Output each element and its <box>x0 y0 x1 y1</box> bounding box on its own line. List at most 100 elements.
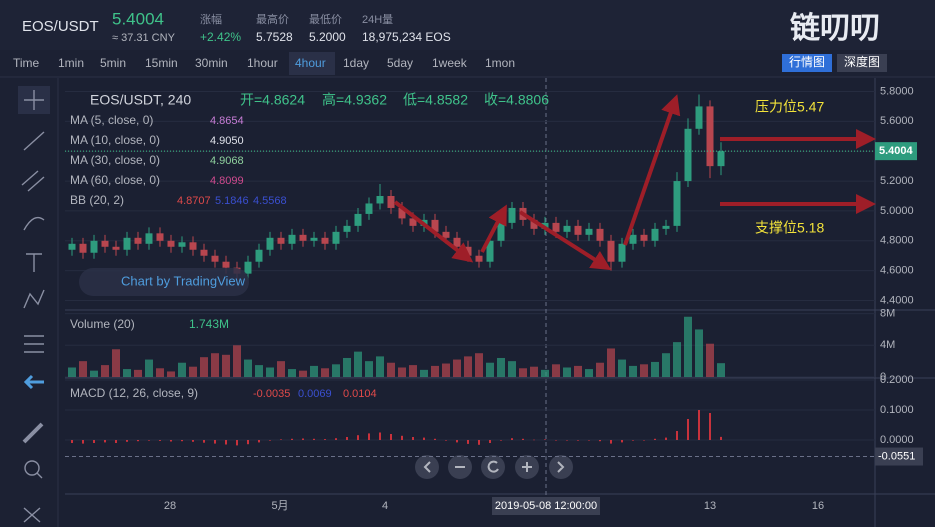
ruler-tool[interactable] <box>22 422 44 444</box>
view-button[interactable] <box>837 54 887 72</box>
y-tick-label: 5.0000 <box>880 205 914 217</box>
macd-bar <box>709 413 711 440</box>
cny: ≈ 37.31 CNY <box>112 32 176 44</box>
candle-body <box>123 237 131 250</box>
macd-bar <box>159 440 161 441</box>
macd-bar <box>676 431 678 440</box>
interval[interactable]: 30min <box>195 56 228 70</box>
reset[interactable] <box>481 455 505 479</box>
indicator-value: 5.1846 <box>215 195 249 207</box>
macd-bar <box>401 435 403 440</box>
macd-bar <box>280 439 282 440</box>
scroll-right[interactable] <box>549 455 573 479</box>
candle-body <box>101 240 109 247</box>
interval[interactable]: 5day <box>387 56 413 70</box>
interval[interactable]: 5min <box>100 56 126 70</box>
macd-bar <box>258 440 260 443</box>
macd-bar <box>71 440 73 443</box>
volume-bar <box>431 365 439 377</box>
candle-body <box>717 151 725 167</box>
candle-body <box>354 213 362 226</box>
macd-bar <box>522 438 524 440</box>
volume-bar <box>200 357 208 377</box>
change: +2.42% <box>200 30 241 44</box>
volume-bar <box>90 370 98 377</box>
volume-bar <box>222 354 230 377</box>
volume-bar <box>156 368 164 377</box>
scroll-left[interactable] <box>415 455 439 479</box>
macd-bar <box>126 440 128 442</box>
volume-bar <box>684 316 692 377</box>
volume-bar <box>530 366 538 377</box>
x-tick-label: 28 <box>164 500 176 512</box>
candle-body <box>409 218 417 226</box>
volume-bar <box>508 361 516 377</box>
candle-body <box>651 228 659 241</box>
interval[interactable]: Time <box>13 56 40 70</box>
volume-bar <box>387 362 395 377</box>
candle-body <box>684 128 692 182</box>
volume-bar <box>321 368 329 377</box>
macd-bar <box>423 437 425 440</box>
candle-body <box>552 222 560 232</box>
interval[interactable]: 4hour <box>295 56 326 70</box>
view-label[interactable]: 行情图 <box>789 55 825 69</box>
tool[interactable] <box>23 472 43 523</box>
candle-body <box>332 231 340 244</box>
crosshair-tool[interactable] <box>24 90 44 110</box>
candle-body <box>321 237 329 244</box>
fib-tool[interactable] <box>21 170 45 192</box>
candle-body <box>68 243 76 250</box>
toolbar <box>0 50 935 77</box>
y-tick-label: 0 <box>880 371 886 383</box>
volume-bar <box>475 353 483 377</box>
text-tool[interactable] <box>26 253 42 272</box>
candle-body <box>486 240 494 262</box>
y-tick-label: 4M <box>880 339 895 351</box>
view-label[interactable]: 深度图 <box>844 54 880 69</box>
macd-bar <box>621 440 623 443</box>
candle-body <box>618 243 626 262</box>
volume-bar <box>673 342 681 377</box>
measure-tool[interactable] <box>24 335 44 353</box>
volume-bar <box>706 343 714 377</box>
macd-bar <box>203 440 205 443</box>
volume-bar <box>574 365 582 377</box>
macd-bar <box>335 438 337 440</box>
macd-bar <box>93 440 95 443</box>
candle-body <box>134 237 142 244</box>
volume-bar <box>255 365 263 377</box>
volume-bar <box>101 365 109 377</box>
interval[interactable]: 15min <box>145 56 178 70</box>
interval[interactable]: 1min <box>58 56 84 70</box>
interval[interactable]: 1day <box>343 56 369 70</box>
candle-body <box>398 207 406 219</box>
macd-bar <box>434 438 436 440</box>
candle-body <box>299 234 307 241</box>
brush-tool[interactable] <box>23 216 45 231</box>
candle-body <box>530 219 538 229</box>
interval[interactable]: 1week <box>432 56 468 70</box>
volume-bar <box>354 351 362 377</box>
volume-bar <box>343 357 351 377</box>
interval[interactable]: 1mon <box>485 56 515 70</box>
view-button[interactable] <box>782 54 832 72</box>
indicator-value: 4.5568 <box>253 195 287 207</box>
interval[interactable]: 1hour <box>247 56 278 70</box>
candle-body <box>508 207 516 223</box>
pattern-tool[interactable] <box>23 289 45 309</box>
pair: EOS/USDT <box>22 18 99 35</box>
candle-body <box>365 203 373 214</box>
volume-bar <box>178 362 186 377</box>
volume-bar <box>442 363 450 377</box>
y-tick-label: 4.4000 <box>880 294 914 306</box>
back-tool[interactable] <box>23 374 44 390</box>
macd-bar <box>500 440 502 441</box>
volume-bar <box>332 364 340 377</box>
zoom-tool[interactable] <box>24 460 40 476</box>
volume-bar <box>145 359 153 377</box>
line-tool[interactable] <box>23 131 45 151</box>
label: 最低价 <box>309 13 342 26</box>
macd-bar <box>555 440 557 441</box>
candle-body <box>673 181 681 226</box>
